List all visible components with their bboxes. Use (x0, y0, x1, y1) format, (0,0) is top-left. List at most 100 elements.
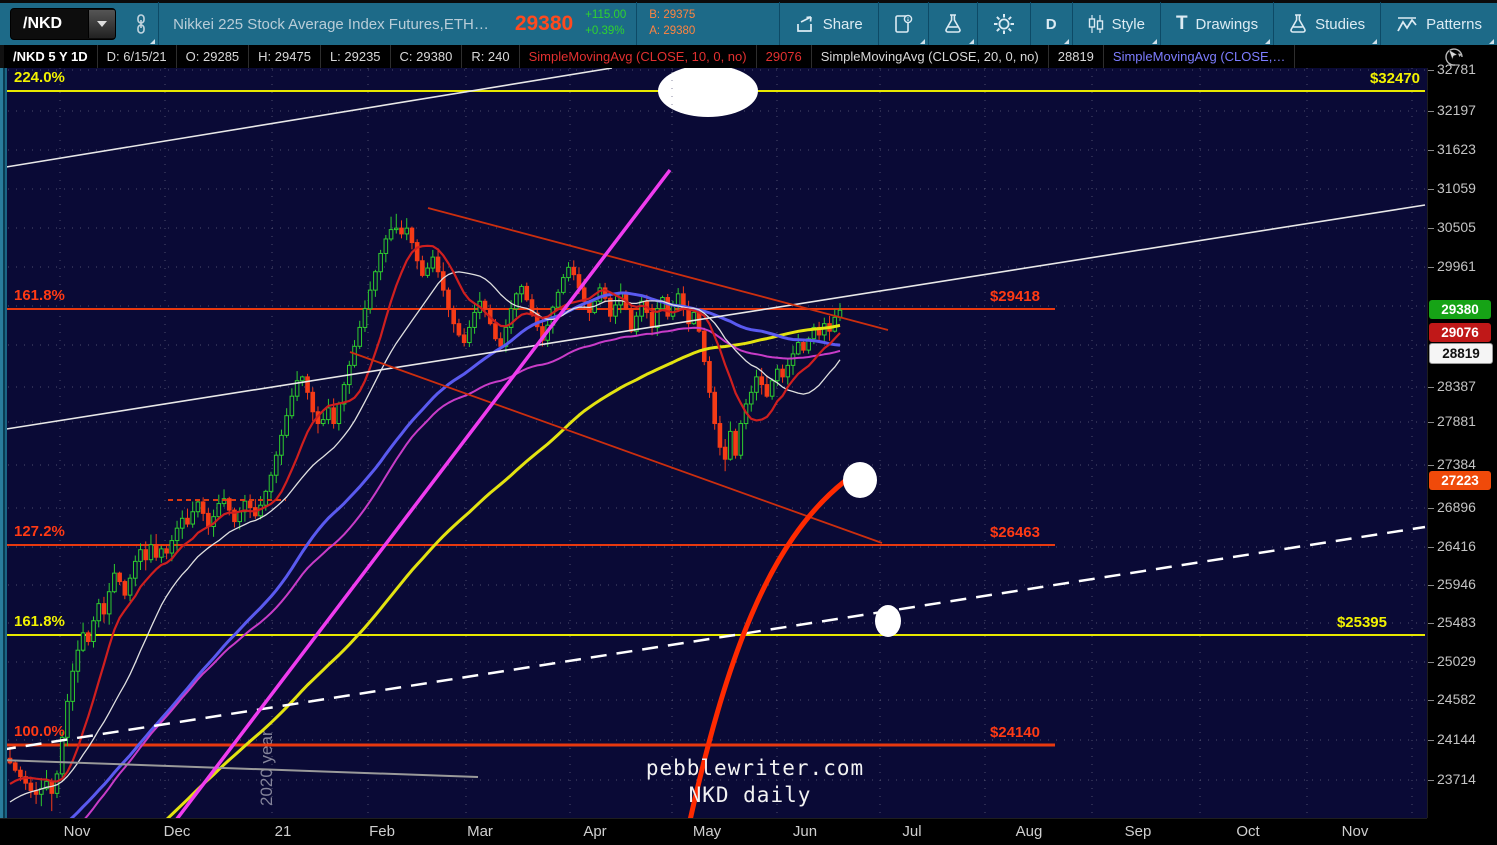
candle (294, 380, 300, 397)
candle (440, 271, 446, 291)
candle (561, 277, 566, 293)
candles-layer (7, 213, 843, 812)
candle (279, 434, 284, 456)
candle (59, 736, 65, 775)
ohlc-open: O: 29285 (177, 45, 250, 68)
candle (263, 490, 269, 506)
patterns-button[interactable]: Patterns (1381, 2, 1497, 47)
candle (628, 308, 634, 332)
candle (759, 376, 764, 386)
symbol-dropdown-button[interactable] (88, 10, 116, 38)
candle (378, 252, 383, 273)
sma20-study-label[interactable]: SimpleMovingAvg (CLOSE, 20, 0, no) (812, 45, 1049, 68)
wedge-lower-line[interactable] (349, 351, 883, 544)
candle (435, 256, 441, 273)
studies-button[interactable]: Studies (1274, 2, 1380, 47)
ma-line-ema60 (84, 326, 841, 818)
price-change: +115.00 +0.39% (585, 8, 636, 39)
candle (75, 649, 81, 672)
candle (320, 419, 326, 425)
time-axis[interactable]: Nov Dec 21 Feb Mar Apr May Jun Jul Aug Sep Oct Nov (0, 818, 1427, 845)
time-tick-label: Aug (1015, 823, 1043, 840)
candle (65, 700, 70, 738)
interval-button[interactable]: D (1031, 2, 1072, 47)
drawings-button[interactable]: T Drawings (1161, 2, 1273, 47)
candle (190, 511, 195, 525)
flask-icon (1290, 14, 1306, 33)
candle (148, 544, 154, 561)
rising-white-trendline[interactable] (0, 204, 1426, 431)
change-percent: +0.39% (585, 25, 625, 37)
chart-status-bar: /NKD 5 Y 1D D: 6/15/21 O: 29285 H: 29475… (0, 45, 1497, 68)
projection-end-ellipse[interactable] (843, 462, 877, 498)
axis-tick (1428, 700, 1434, 701)
candle (446, 289, 451, 310)
upper-white-trendline[interactable] (0, 68, 613, 169)
candle (247, 500, 253, 509)
axis-tick (1428, 585, 1434, 586)
time-tick-label: Jun (792, 823, 818, 840)
candle (28, 782, 34, 792)
candle (472, 311, 477, 328)
candle (795, 342, 801, 355)
candle (393, 227, 399, 231)
candle (96, 603, 102, 622)
axis-tick (1428, 547, 1434, 548)
candle (284, 415, 289, 436)
candle (44, 780, 49, 790)
candle (331, 407, 336, 425)
candle (775, 368, 780, 382)
candle (649, 311, 655, 328)
toolbar-right-tools: Share (778, 1, 1497, 47)
wedge-upper-line[interactable] (427, 207, 889, 331)
candle (206, 512, 211, 528)
gray-trendline[interactable] (0, 759, 479, 778)
chart-settings-button[interactable] (978, 2, 1030, 47)
candle (179, 517, 185, 529)
sma50-study-label[interactable]: SimpleMovingAvg (CLOSE,… (1104, 45, 1296, 68)
link-chart-button[interactable] (124, 2, 158, 47)
candle (602, 287, 608, 299)
price-tick-label: 29961 (1437, 258, 1476, 274)
candle (566, 266, 571, 279)
candle (86, 632, 91, 643)
candle (112, 572, 117, 593)
candle (738, 423, 744, 456)
symbol-input[interactable]: /NKD (10, 8, 117, 40)
white-dashed-trendline[interactable] (0, 525, 1426, 752)
last-price: 29380 (514, 12, 574, 35)
symbol-timeframe[interactable]: /NKD 5 Y 1D (0, 45, 98, 68)
candle (310, 391, 316, 413)
price-tick-label: 26896 (1437, 499, 1476, 515)
analysis-tools-button[interactable] (929, 2, 977, 47)
chart-notes-button[interactable] (879, 2, 928, 47)
cursor-icon (1445, 48, 1463, 66)
style-button[interactable]: Style (1073, 2, 1160, 47)
top-ellipse[interactable] (658, 68, 758, 117)
price-axis[interactable]: 32781 32197 31623 31059 30505 29961 28387 27881… (1427, 61, 1497, 818)
candle (534, 312, 540, 328)
candle (790, 353, 796, 366)
ma-line-sma100 (165, 323, 841, 818)
candle (200, 501, 206, 514)
candle (388, 229, 394, 240)
candle (399, 227, 404, 235)
price-tick-label: 24582 (1437, 691, 1476, 707)
price-tick-label: 27881 (1437, 413, 1476, 429)
cursor-tool-button[interactable] (1441, 46, 1463, 70)
ma-line-sma20 (9, 271, 841, 803)
change-value: +115.00 (585, 9, 627, 22)
candle (639, 300, 644, 317)
magenta-trendline[interactable] (167, 168, 672, 818)
price-chart[interactable]: 2020 year (0, 68, 1427, 818)
time-tick-label: Nov (63, 823, 91, 840)
candle (414, 242, 420, 262)
dropdown-corner-icon (1265, 38, 1271, 44)
dashed-line-ellipse[interactable] (875, 605, 901, 637)
left-panel-handle[interactable] (0, 68, 7, 845)
sma10-study-label[interactable]: SimpleMovingAvg (CLOSE, 10, 0, no) (520, 45, 757, 68)
year-annotation: 2020 year (257, 730, 276, 806)
share-button[interactable]: Share (780, 2, 878, 47)
projection-curve[interactable] (687, 478, 848, 818)
time-tick-label: Mar (467, 823, 493, 840)
